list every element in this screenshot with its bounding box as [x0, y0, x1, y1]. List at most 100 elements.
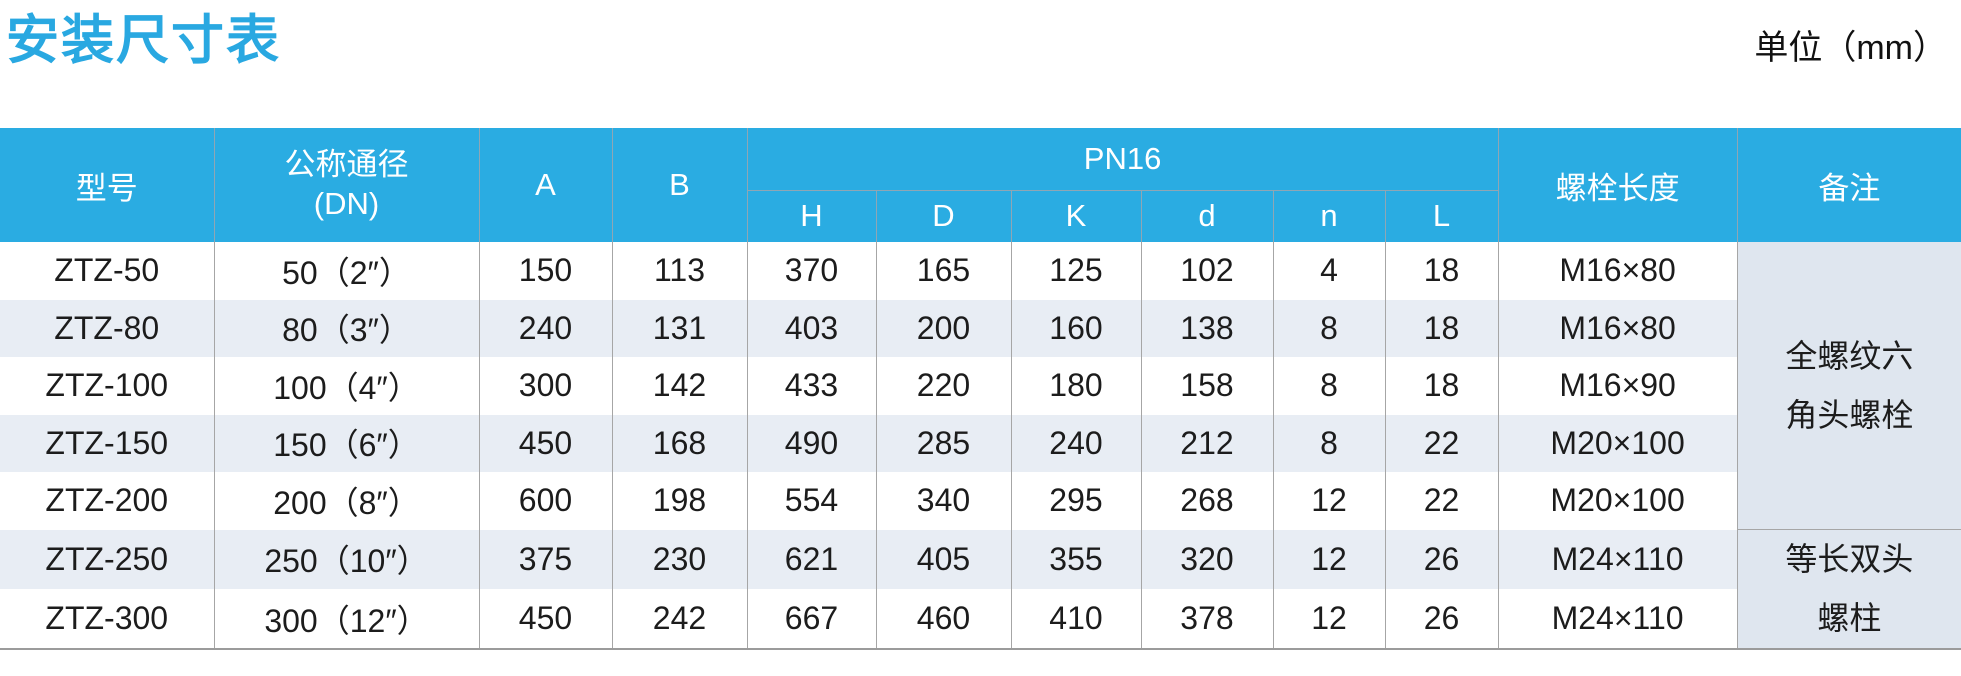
top-bar: 安装尺寸表 单位（mm） — [0, 0, 1961, 128]
cell-K: 160 — [1011, 299, 1142, 357]
table-row: ZTZ-80 80（3″） 240 131 403 200 160 138 8 … — [0, 299, 1961, 357]
cell-L: 22 — [1385, 414, 1499, 472]
cell-B: 168 — [612, 414, 748, 472]
cell-B: 113 — [612, 242, 748, 300]
remark-line: 全螺纹六 — [1785, 337, 1914, 374]
table-row: ZTZ-50 50（2″） 150 113 370 165 125 102 4 … — [0, 242, 1961, 530]
header-d: d — [1141, 190, 1274, 242]
cell-B: 198 — [612, 472, 748, 530]
cell-d: 268 — [1141, 472, 1274, 530]
cell-D: 460 — [876, 589, 1012, 649]
cell-model: ZTZ-50 — [0, 242, 215, 300]
cell-n: 8 — [1273, 414, 1386, 472]
cell-bolt-length: M24×110 — [1498, 529, 1738, 590]
cell-K: 295 — [1011, 472, 1142, 530]
cell-dn: 300（12″） — [214, 589, 480, 649]
installation-dimension-table: 型号 公称通径 (DN) A B PN16 螺栓长度 备注 H D K d n … — [0, 128, 1961, 650]
cell-model: ZTZ-300 — [0, 589, 215, 649]
cell-A: 600 — [479, 472, 613, 530]
header-B: B — [612, 128, 748, 242]
cell-H: 667 — [747, 589, 877, 649]
cell-K: 240 — [1011, 414, 1142, 472]
cell-dn: 80（3″） — [214, 299, 480, 357]
cell-A: 450 — [479, 589, 613, 649]
cell-model: ZTZ-100 — [0, 357, 215, 415]
header-row-1: 型号 公称通径 (DN) A B PN16 螺栓长度 备注 — [0, 128, 1961, 242]
cell-n: 4 — [1273, 242, 1386, 300]
cell-A: 375 — [479, 529, 613, 590]
cell-H: 554 — [747, 472, 877, 530]
cell-L: 18 — [1385, 357, 1499, 415]
cell-bolt-length: M20×100 — [1498, 472, 1738, 530]
header-L: L — [1385, 190, 1499, 242]
cell-bolt-length: M16×90 — [1498, 357, 1738, 415]
table-row: ZTZ-150 150（6″） 450 168 490 285 240 212 … — [0, 414, 1961, 472]
header-model: 型号 — [0, 128, 215, 242]
cell-model: ZTZ-250 — [0, 529, 215, 590]
cell-A: 150 — [479, 242, 613, 300]
cell-bolt-length: M20×100 — [1498, 414, 1738, 472]
cell-d: 158 — [1141, 357, 1274, 415]
cell-B: 142 — [612, 357, 748, 415]
cell-bolt-length: M16×80 — [1498, 299, 1738, 357]
cell-n: 12 — [1273, 529, 1386, 590]
cell-B: 242 — [612, 589, 748, 649]
header-n: n — [1273, 190, 1386, 242]
cell-H: 370 — [747, 242, 877, 300]
cell-B: 131 — [612, 299, 748, 357]
cell-d: 378 — [1141, 589, 1274, 649]
table-row: ZTZ-250 250（10″） 375 230 621 405 355 320… — [0, 529, 1961, 649]
table-row: ZTZ-100 100（4″） 300 142 433 220 180 158 … — [0, 357, 1961, 415]
cell-A: 450 — [479, 414, 613, 472]
remark-line: 螺柱 — [1817, 600, 1882, 636]
header-D: D — [876, 190, 1012, 242]
cell-D: 165 — [876, 242, 1012, 300]
cell-D: 340 — [876, 472, 1012, 530]
cell-dn: 150（6″） — [214, 414, 480, 472]
cell-L: 18 — [1385, 242, 1499, 300]
cell-D: 220 — [876, 357, 1012, 415]
table-row: ZTZ-200 200（8″） 600 198 554 340 295 268 … — [0, 472, 1961, 530]
cell-K: 355 — [1011, 529, 1142, 590]
header-nominal-diameter: 公称通径 (DN) — [214, 128, 480, 242]
cell-n: 12 — [1273, 589, 1386, 649]
header-K: K — [1011, 190, 1142, 242]
remark-line: 角头螺栓 — [1785, 396, 1914, 433]
header-H: H — [747, 190, 877, 242]
cell-d: 320 — [1141, 529, 1274, 590]
cell-dn: 200（8″） — [214, 472, 480, 530]
cell-n: 8 — [1273, 299, 1386, 357]
cell-dn: 100（4″） — [214, 357, 480, 415]
remark-line: 等长双头 — [1785, 541, 1914, 577]
cell-H: 403 — [747, 299, 877, 357]
cell-L: 18 — [1385, 299, 1499, 357]
cell-dn: 50（2″） — [214, 242, 480, 300]
cell-bolt-length: M24×110 — [1498, 589, 1738, 649]
cell-L: 22 — [1385, 472, 1499, 530]
cell-model: ZTZ-150 — [0, 414, 215, 472]
cell-n: 12 — [1273, 472, 1386, 530]
cell-D: 200 — [876, 299, 1012, 357]
remark-double-end-stud: 等长双头 螺柱 — [1737, 529, 1961, 649]
cell-model: ZTZ-80 — [0, 299, 215, 357]
header-pn16: PN16 — [747, 128, 1499, 191]
header-nominal-diameter-line1: 公称通径 — [284, 147, 409, 183]
header-row-2: H D K d n L — [0, 190, 1961, 242]
cell-D: 405 — [876, 529, 1012, 590]
remark-hex-head-bolt: 全螺纹六 角头螺栓 — [1737, 242, 1961, 530]
cell-H: 433 — [747, 357, 877, 415]
cell-H: 490 — [747, 414, 877, 472]
cell-n: 8 — [1273, 357, 1386, 415]
cell-bolt-length: M16×80 — [1498, 242, 1738, 300]
page-title: 安装尺寸表 — [6, 11, 281, 70]
header-nominal-diameter-line2: (DN) — [313, 186, 380, 221]
cell-dn: 250（10″） — [214, 529, 480, 590]
cell-A: 240 — [479, 299, 613, 357]
cell-K: 180 — [1011, 357, 1142, 415]
cell-D: 285 — [876, 414, 1012, 472]
cell-d: 102 — [1141, 242, 1274, 300]
cell-d: 212 — [1141, 414, 1274, 472]
cell-L: 26 — [1385, 529, 1499, 590]
header-remark: 备注 — [1737, 128, 1961, 242]
cell-A: 300 — [479, 357, 613, 415]
